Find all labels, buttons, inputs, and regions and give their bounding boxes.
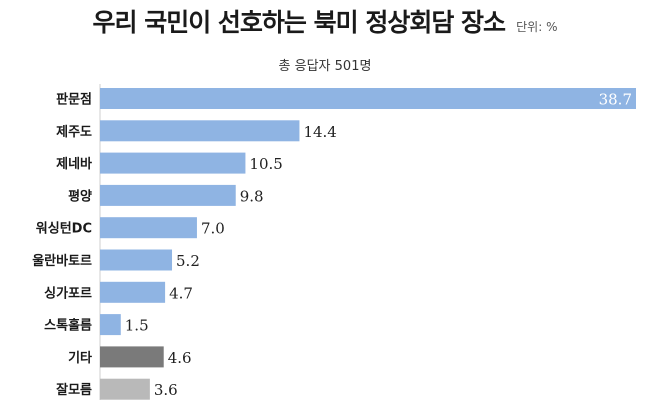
bar bbox=[100, 346, 164, 368]
unit-label: 단위: % bbox=[516, 20, 558, 34]
value-label: 14.4 bbox=[303, 123, 336, 141]
title-row: 우리 국민이 선호하는 북미 정상회담 장소 단위: % bbox=[0, 0, 650, 46]
bar bbox=[100, 88, 636, 109]
value-label: 4.6 bbox=[168, 349, 192, 367]
category-label: 기타 bbox=[68, 350, 92, 366]
category-label: 잘모름 bbox=[56, 383, 92, 398]
value-label: 3.6 bbox=[154, 381, 178, 399]
bar bbox=[100, 281, 166, 303]
category-label: 판문점 bbox=[56, 92, 92, 108]
value-label: 38.7 bbox=[599, 91, 632, 109]
bar bbox=[100, 249, 173, 271]
value-label: 1.5 bbox=[125, 317, 149, 335]
bar bbox=[100, 217, 197, 239]
category-label: 스톡홀름 bbox=[44, 318, 92, 334]
bar bbox=[100, 152, 246, 174]
value-label: 9.8 bbox=[240, 187, 264, 205]
value-label: 10.5 bbox=[249, 155, 282, 173]
value-label: 7.0 bbox=[201, 220, 225, 238]
category-label: 평양 bbox=[68, 188, 92, 204]
category-label: 싱가포르 bbox=[44, 286, 92, 301]
chart-title: 우리 국민이 선호하는 북미 정상회담 장소 bbox=[92, 8, 507, 37]
value-label: 5.2 bbox=[176, 252, 200, 270]
category-label: 제주도 bbox=[56, 125, 92, 140]
category-label: 워싱턴DC bbox=[36, 221, 92, 237]
bar bbox=[100, 184, 236, 206]
bar bbox=[100, 378, 150, 400]
category-label: 제네바 bbox=[56, 156, 92, 172]
chart-subtitle: 총 응답자 501명 bbox=[278, 59, 372, 74]
bar bbox=[100, 314, 121, 336]
bar bbox=[100, 120, 300, 142]
value-label: 4.7 bbox=[169, 284, 193, 302]
category-label: 울란바토르 bbox=[32, 253, 92, 269]
